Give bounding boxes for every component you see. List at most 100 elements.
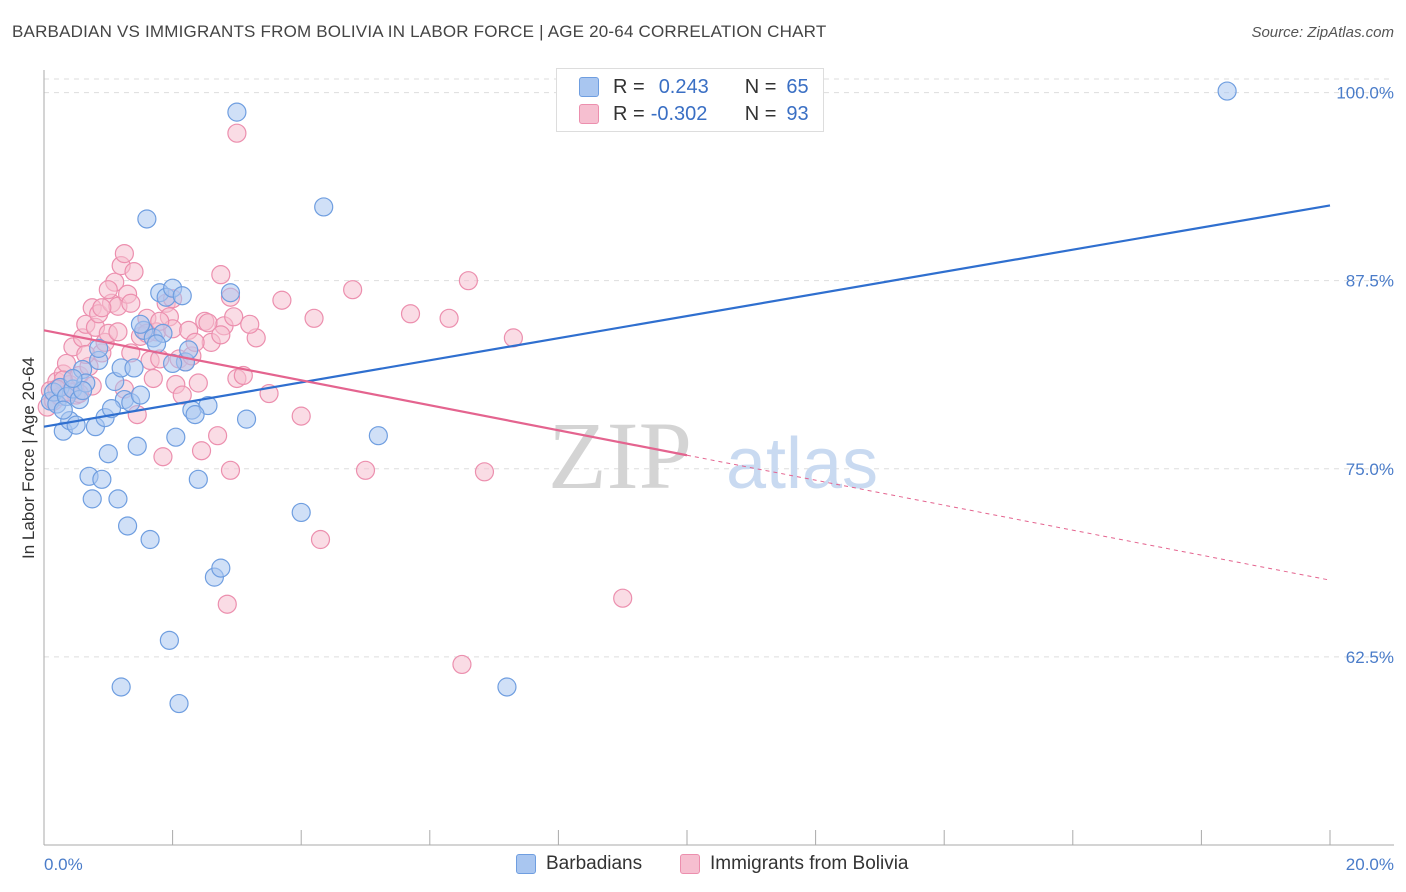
point-bolivia (108, 322, 128, 342)
point-bolivia (400, 304, 421, 324)
y-tick-label: 100.0% (1336, 84, 1394, 103)
point-barbadian (497, 677, 517, 697)
point-barbadian (211, 558, 231, 578)
point-barbadian (130, 314, 151, 334)
point-barbadian (169, 693, 189, 714)
point-bolivia (240, 314, 260, 334)
point-barbadian (111, 677, 131, 697)
point-barbadian (368, 426, 388, 446)
point-bolivia (217, 594, 237, 614)
point-barbadian (63, 368, 83, 389)
point-barbadian (82, 489, 102, 509)
y-tick-label: 87.5% (1346, 272, 1394, 291)
point-bolivia (355, 460, 376, 480)
point-barbadian (117, 516, 138, 536)
point-bolivia (343, 280, 363, 300)
point-barbadian (53, 400, 73, 420)
point-bolivia (474, 462, 495, 482)
legend-n-label: N = (744, 75, 777, 98)
bottom-legend-barbadians: Barbadians (516, 852, 642, 876)
point-bolivia (211, 265, 231, 285)
watermark: ZIP atlas (548, 402, 878, 509)
point-bolivia (98, 280, 118, 300)
point-barbadian (220, 283, 241, 303)
trend-lines (43, 204, 1331, 581)
point-barbadian (159, 630, 179, 650)
legend-n-value: 65 (786, 75, 809, 98)
point-bolivia (452, 654, 472, 675)
bottom-legend-label: Barbadians (546, 853, 643, 874)
point-bolivia (172, 385, 192, 405)
point-barbadian (140, 529, 160, 550)
y-tick-label: 75.0% (1346, 460, 1394, 479)
trend-line-bolivia-extension (686, 454, 1331, 581)
point-barbadian (185, 405, 205, 425)
legend-swatch-pink (579, 104, 599, 124)
point-bolivia (291, 406, 311, 426)
bottom-legend-swatch-blue (516, 854, 536, 874)
point-barbadian (98, 444, 118, 464)
y-tick-labels: 62.5% 75.0% 87.5% 100.0% (1336, 84, 1394, 667)
point-bolivia (188, 373, 208, 393)
point-barbadian (66, 415, 86, 435)
point-bolivia (227, 123, 247, 143)
trend-line-bolivia (43, 329, 688, 457)
legend-r-value: -0.302 (650, 102, 708, 125)
point-bolivia (153, 447, 173, 467)
point-barbadian (130, 385, 151, 405)
x-tick-label: 20.0% (1346, 855, 1394, 874)
point-barbadian (166, 427, 186, 447)
point-barbadian (291, 502, 311, 523)
point-bolivia (114, 243, 134, 264)
y-tick-label: 62.5% (1346, 648, 1394, 667)
point-bolivia (121, 293, 141, 313)
legend-n-label: N = (744, 102, 777, 125)
point-barbadian (137, 209, 157, 229)
point-barbadian (314, 197, 334, 217)
point-bolivia (224, 307, 244, 327)
point-barbadian (108, 489, 128, 509)
legend-r-value: 0.243 (658, 75, 709, 98)
source-label: Source: ZipAtlas.com (1251, 24, 1394, 41)
chart-title: BARBADIAN VS IMMIGRANTS FROM BOLIVIA IN … (12, 22, 827, 41)
legend-row-barbadians: R = 0.243 N = 65 (579, 75, 809, 99)
point-barbadian (1217, 81, 1237, 101)
point-bolivia (92, 298, 112, 318)
y-axis-label: In Labor Force | Age 20-64 (19, 357, 38, 559)
legend-n-value: 93 (786, 102, 809, 125)
point-bolivia (272, 290, 292, 310)
legend-r-label: R = (613, 75, 645, 98)
legend-swatch-blue (579, 77, 599, 97)
point-bolivia (220, 460, 241, 480)
legend-r-label: R = (613, 102, 645, 125)
point-bolivia (211, 325, 231, 345)
watermark-zip: ZIP (548, 402, 692, 509)
point-bolivia (124, 262, 144, 282)
point-barbadian (236, 409, 257, 429)
axes (43, 70, 1394, 846)
bottom-legend-label: Immigrants from Bolivia (710, 853, 909, 874)
point-barbadian (172, 286, 192, 306)
legend-row-bolivia: R = -0.302 N = 93 (579, 102, 809, 126)
point-barbadian (89, 338, 109, 358)
point-barbadian (227, 102, 247, 122)
x-tick-labels: 0.0% 20.0% (44, 855, 1394, 874)
point-bolivia (439, 308, 459, 328)
point-bolivia (198, 313, 218, 333)
trend-line-barbadians (43, 204, 1331, 428)
point-barbadian (92, 469, 112, 489)
point-bolivia (208, 426, 228, 446)
bottom-legend-swatch-pink (680, 854, 700, 874)
point-bolivia (458, 271, 478, 291)
point-barbadian (101, 398, 122, 419)
point-barbadian (124, 358, 144, 378)
point-barbadian (127, 436, 147, 456)
correlation-legend: R = 0.243 N = 65 R = -0.302 N = 93 (556, 68, 824, 132)
point-bolivia (310, 529, 331, 550)
points-barbadians (40, 81, 1237, 714)
point-bolivia (304, 308, 324, 328)
watermark-atlas: atlas (726, 424, 878, 504)
point-bolivia (143, 368, 163, 389)
point-bolivia (613, 588, 633, 608)
